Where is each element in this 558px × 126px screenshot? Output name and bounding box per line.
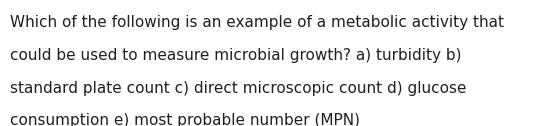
Text: could be used to measure microbial growth? a) turbidity b): could be used to measure microbial growt… xyxy=(10,48,461,63)
Text: standard plate count c) direct microscopic count d) glucose: standard plate count c) direct microscop… xyxy=(10,81,466,96)
Text: consumption e) most probable number (MPN): consumption e) most probable number (MPN… xyxy=(10,113,360,126)
Text: Which of the following is an example of a metabolic activity that: Which of the following is an example of … xyxy=(10,15,504,30)
